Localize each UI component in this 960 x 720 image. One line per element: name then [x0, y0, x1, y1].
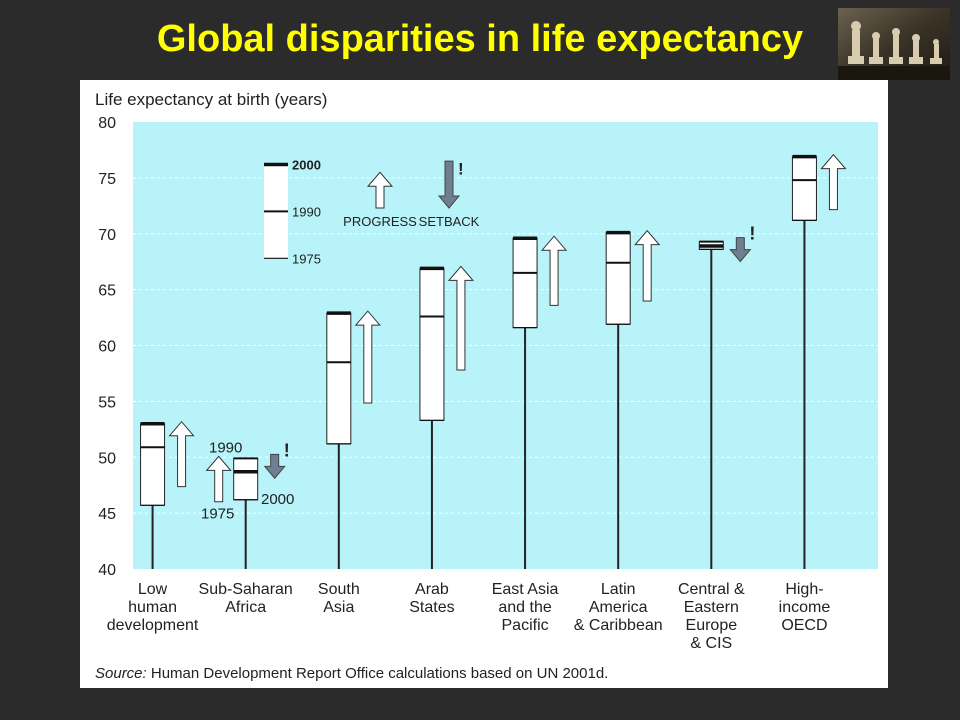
range-box	[605, 232, 631, 325]
progress-arrow	[540, 235, 568, 306]
chart-panel: 40 45 50 55 60 65 70 75 80 Life expectancy at bir…	[80, 80, 888, 688]
range-box	[140, 423, 166, 506]
category-label: & CIS	[690, 635, 732, 652]
category-label: income	[779, 599, 831, 616]
key-setback-mark: !	[458, 160, 464, 179]
source-text: Human Development Report Office calculat…	[147, 665, 609, 682]
category-label: States	[409, 599, 454, 616]
progress-arrow-1975-1990	[205, 455, 232, 503]
progress-arrow	[354, 310, 381, 404]
category-label: Pacific	[502, 617, 549, 634]
progress-arrow	[168, 420, 195, 488]
source-note: Source: Human Development Report Office …	[95, 665, 608, 682]
y-axis-title: Life expectancy at birth (years)	[95, 90, 327, 109]
category-label: Central &	[678, 581, 745, 598]
category-label: South	[318, 581, 360, 598]
chess-pieces-image	[838, 8, 950, 80]
source-label: Source:	[95, 665, 147, 682]
key-label-1990: 1990	[292, 204, 321, 219]
slide-title: Global disparities in life expectancy	[156, 18, 804, 60]
category-label: Low	[138, 581, 168, 598]
category-label: Asia	[323, 599, 354, 616]
range-box	[791, 156, 817, 221]
key-label-2000: 2000	[292, 157, 321, 172]
category-label: Sub-Saharan	[199, 581, 293, 598]
category-label: High-	[785, 581, 823, 598]
annotation-year-1990: 1990	[209, 439, 242, 456]
life-expectancy-chart: 40 45 50 55 60 65 70 75 80 Life expectancy at bir…	[95, 90, 878, 682]
category-label: America	[589, 599, 648, 616]
range-box	[512, 237, 538, 329]
range-box	[419, 267, 445, 421]
y-tick-label: 75	[98, 171, 116, 188]
setback-mark: !	[749, 224, 755, 244]
y-tick-label: 40	[98, 562, 116, 579]
category-label: human	[128, 599, 177, 616]
progress-arrow	[820, 153, 847, 211]
key-progress-label: PROGRESS	[343, 214, 417, 229]
category-label: Arab	[415, 581, 449, 598]
key-setback-arrow	[437, 160, 461, 209]
category-label: and the	[498, 599, 551, 616]
progress-arrow	[634, 229, 661, 302]
y-tick-label: 45	[98, 506, 116, 523]
y-tick-label: 50	[98, 450, 116, 467]
key-label-1975: 1975	[292, 251, 321, 266]
category-label: OECD	[781, 617, 827, 634]
category-label: & Caribbean	[574, 617, 663, 634]
y-tick-label: 60	[98, 339, 116, 356]
category-label: Eastern	[684, 599, 739, 616]
y-tick-label: 55	[98, 394, 116, 411]
y-tick-label: 70	[98, 227, 116, 244]
y-tick-label: 65	[98, 283, 116, 300]
category-label: Africa	[225, 599, 266, 616]
range-box	[233, 457, 259, 501]
setback-arrow	[263, 453, 286, 480]
category-label: Europe	[686, 617, 738, 634]
category-label: Latin	[601, 581, 636, 598]
setback-arrow	[729, 237, 752, 263]
key-progress-arrow	[366, 171, 394, 209]
annotation-year-1975: 1975	[201, 506, 234, 523]
key-setback-label: SETBACK	[419, 214, 480, 229]
category-label: development	[107, 617, 199, 634]
category-label: East Asia	[492, 581, 559, 598]
y-tick-label: 80	[98, 115, 116, 132]
setback-mark: !	[284, 440, 290, 460]
progress-arrow	[447, 265, 475, 371]
range-box	[326, 312, 352, 445]
annotation-year-2000: 2000	[261, 491, 294, 508]
